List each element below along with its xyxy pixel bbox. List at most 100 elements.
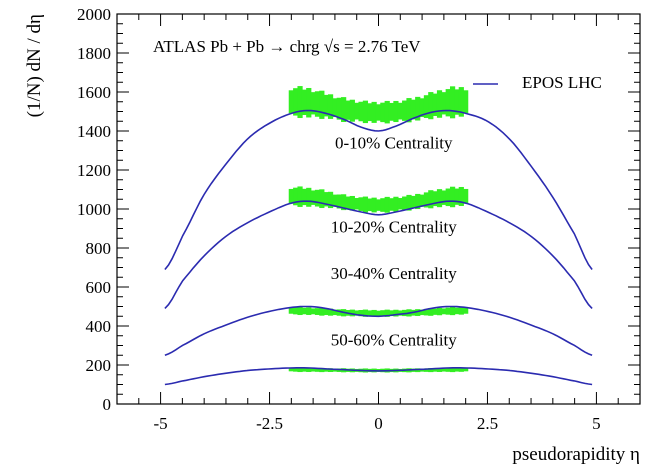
measured-point (441, 92, 447, 115)
measured-point (458, 307, 464, 315)
measured-point (301, 188, 308, 206)
y-tick-label: 2000 (77, 5, 111, 24)
measured-point (345, 196, 351, 209)
measured-point (463, 188, 469, 204)
measured-point (436, 189, 443, 208)
model-curve (164, 200, 593, 309)
measured-point (463, 90, 469, 114)
y-tick-label: 0 (103, 395, 112, 414)
measured-point (327, 308, 334, 316)
measured-point (375, 310, 382, 316)
measured-point (380, 198, 386, 212)
measured-point (397, 310, 403, 316)
measured-point (301, 89, 308, 116)
measured-point (458, 367, 464, 372)
measured-point (449, 367, 456, 373)
measured-point (358, 197, 364, 211)
y-axis-label: (1/N) dN / dη (24, 14, 45, 117)
model-curve (164, 109, 593, 270)
measured-point (402, 196, 408, 211)
series-label: 10-20% Centrality (331, 217, 458, 236)
measured-point (349, 99, 355, 122)
measured-point (371, 101, 377, 123)
measured-point (341, 97, 347, 122)
measured-point (306, 187, 312, 207)
measured-point (362, 196, 369, 213)
measured-point (454, 89, 460, 115)
y-tick-label: 1200 (77, 161, 111, 180)
measured-point (306, 307, 312, 315)
measured-point (428, 308, 434, 316)
measured-point (314, 308, 321, 315)
measured-point (358, 310, 364, 317)
measured-point (445, 307, 451, 315)
measured-point (463, 368, 469, 372)
measured-point (384, 309, 390, 317)
ticks-layer: 0 200 400 600 800 1000 1200 1400 1600 1800 2000 -5 -… (77, 5, 641, 433)
measured-point (323, 368, 329, 372)
measured-point (463, 307, 469, 314)
measured-point (428, 190, 434, 209)
measured-point (293, 88, 299, 116)
measured-point (332, 309, 338, 316)
model-layer (164, 109, 593, 386)
measured-point (428, 92, 434, 120)
measured-point (436, 307, 443, 316)
measured-point (419, 368, 425, 372)
measured-point (362, 100, 369, 124)
measured-point (293, 187, 299, 206)
measured-point (367, 198, 373, 212)
measured-point (306, 87, 312, 118)
x-tick-label: 0 (374, 414, 383, 433)
measured-point (415, 309, 421, 316)
measured-point (358, 101, 364, 122)
measured-layer (288, 86, 469, 373)
measured-point (314, 189, 321, 207)
measured-point (393, 100, 399, 123)
measured-point (323, 192, 329, 207)
x-tick-label: 5 (592, 414, 601, 433)
measured-point (297, 367, 303, 373)
measured-point (436, 367, 443, 372)
measured-point (288, 307, 294, 314)
measured-point (327, 368, 334, 372)
measured-point (297, 186, 303, 207)
measured-point (432, 368, 438, 372)
legend: EPOS LHC (473, 73, 602, 92)
measured-point (432, 93, 438, 116)
measured-point (419, 309, 425, 316)
measured-point (419, 98, 425, 118)
measured-point (441, 368, 447, 372)
measured-point (319, 189, 325, 209)
measured-point (423, 308, 430, 316)
measured-point (332, 368, 338, 372)
series-label: 50-60% Centrality (331, 331, 458, 350)
measured-point (354, 310, 360, 316)
y-tick-label: 600 (86, 278, 112, 297)
measured-point (402, 100, 408, 121)
measured-point (406, 98, 412, 123)
y-tick-label: 800 (86, 239, 112, 258)
measured-point (393, 196, 399, 212)
measured-point (354, 102, 360, 120)
measured-point (367, 310, 373, 317)
measured-point (454, 188, 460, 205)
measured-point (449, 306, 456, 316)
measured-point (341, 194, 347, 211)
measured-point (397, 198, 403, 210)
measured-point (332, 98, 338, 118)
measured-point (319, 367, 325, 373)
measured-point (349, 309, 355, 317)
measured-point (388, 102, 395, 121)
measured-point (454, 307, 460, 315)
x-axis-label: pseudorapidity η (512, 444, 640, 465)
measured-point (449, 186, 456, 208)
measured-point (436, 90, 443, 118)
measured-point (441, 308, 447, 315)
measured-point (458, 87, 464, 117)
legend-label: EPOS LHC (522, 73, 602, 92)
measured-point (310, 190, 316, 205)
measured-point (423, 192, 430, 208)
measured-point (445, 367, 451, 372)
